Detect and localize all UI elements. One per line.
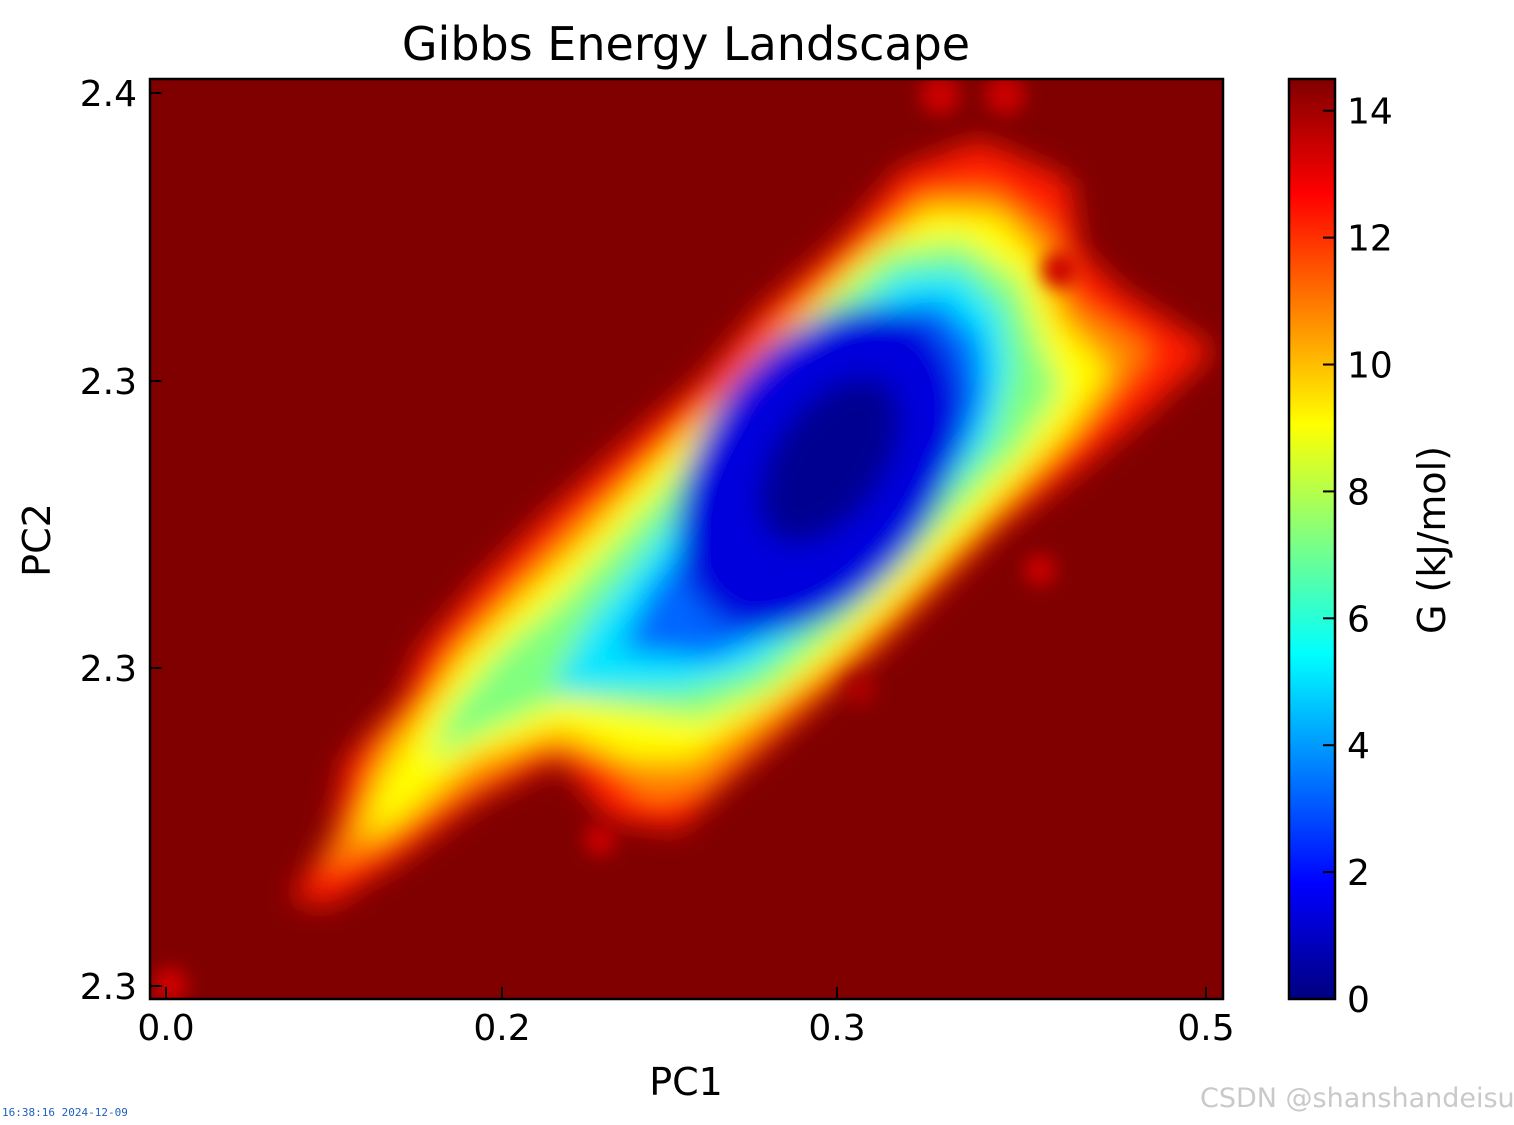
- colorbar-tick-label: 4: [1347, 726, 1370, 767]
- colorbar-tick-label: 10: [1347, 346, 1393, 387]
- colorbar: [1287, 77, 1337, 1001]
- colorbar-tick-label: 8: [1347, 472, 1370, 513]
- sparse-spots: [152, 79, 1078, 999]
- x-axis-ticks: 0.0 0.2 0.3 0.5: [137, 987, 1235, 1049]
- x-tick-label: 0.0: [137, 1008, 194, 1049]
- chart-title: Gibbs Energy Landscape: [402, 17, 970, 71]
- heatmap-plot: [150, 79, 1223, 999]
- energy-basin: [290, 140, 1215, 905]
- colorbar-label: G (kJ/mol): [1410, 446, 1454, 634]
- y-tick-label: 2.4: [80, 74, 137, 115]
- colorbar-tick-label: 14: [1347, 92, 1393, 133]
- timestamp: 16:38:16 2024-12-09: [2, 1106, 128, 1119]
- y-tick-label: 2.3: [80, 362, 137, 403]
- colorbar-tick-label: 0: [1347, 980, 1370, 1021]
- y-tick-label: 2.3: [80, 967, 137, 1008]
- x-tick-label: 0.3: [808, 1008, 865, 1049]
- energy-minimum: [759, 376, 901, 544]
- colorbar-ticks: 0 2 4 6 8 10 12 14: [1323, 92, 1393, 1021]
- y-tick-label: 2.3: [80, 649, 137, 690]
- y-axis-label: PC2: [15, 503, 59, 577]
- colorbar-tick-label: 6: [1347, 599, 1370, 640]
- colorbar-tick-label: 2: [1347, 853, 1370, 894]
- x-tick-label: 0.2: [473, 1008, 530, 1049]
- plot-frame: [148, 77, 1225, 1001]
- colorbar-tick-label: 12: [1347, 219, 1393, 260]
- y-axis-ticks: 2.4 2.3 2.3 2.3: [80, 74, 162, 1008]
- x-axis-label: PC1: [649, 1060, 723, 1104]
- x-tick-label: 0.5: [1177, 1008, 1234, 1049]
- watermark: CSDN @shanshandeisu: [1200, 1083, 1514, 1114]
